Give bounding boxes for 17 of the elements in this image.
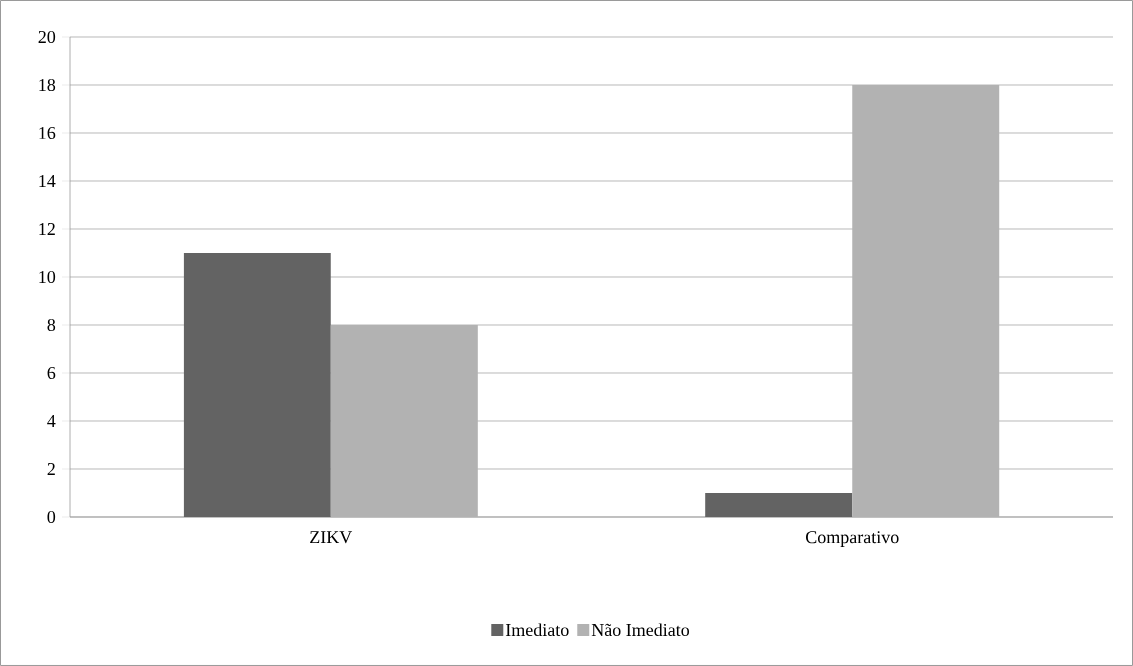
y-tick-label: 4 — [47, 415, 56, 427]
y-tick-label: 2 — [47, 463, 55, 475]
y-tick-label: 8 — [47, 318, 56, 332]
y-tick-label: 18 — [39, 78, 56, 92]
bar — [705, 492, 853, 517]
bar — [183, 252, 331, 517]
legend-label: Não Imediato — [591, 623, 690, 637]
y-tick-label: 10 — [39, 270, 56, 284]
x-tick-label: Comparativo — [806, 531, 899, 547]
y-tick-label: 20 — [38, 30, 56, 44]
y-tick-label: 14 — [39, 175, 56, 187]
y-tick-label: 6 — [47, 366, 56, 380]
legend-label: Imediato — [505, 623, 569, 637]
y-tick-label: 0 — [47, 510, 56, 524]
y-tick-label: 16 — [39, 126, 56, 140]
y-tick-label: 12 — [39, 223, 55, 235]
x-tick-label: ZIKV — [310, 531, 353, 544]
